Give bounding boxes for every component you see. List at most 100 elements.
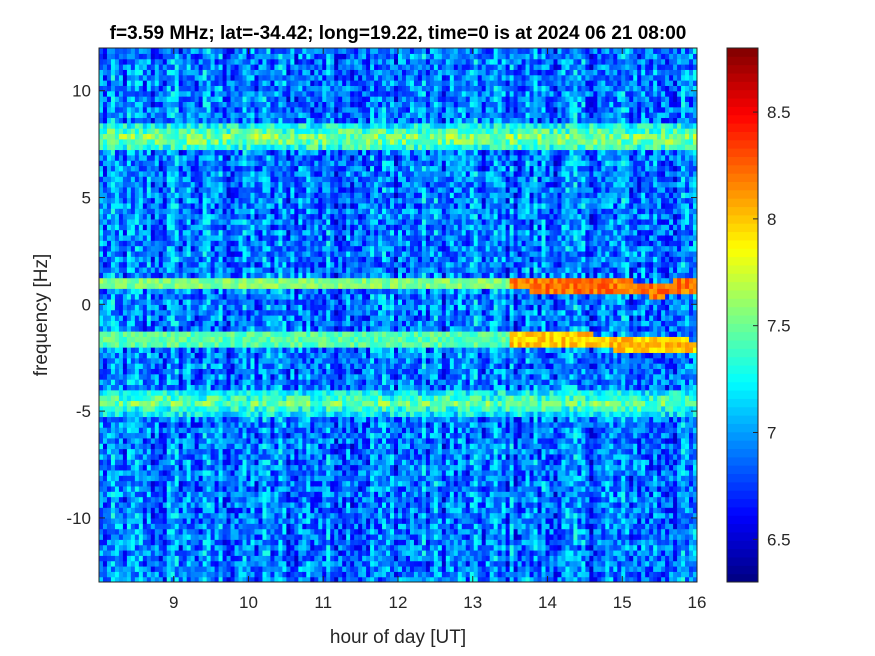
heatmap-cell bbox=[262, 336, 268, 343]
heatmap-cell bbox=[234, 443, 240, 450]
heatmap-cell bbox=[218, 565, 224, 572]
heatmap-cell bbox=[158, 218, 164, 225]
heatmap-cell bbox=[166, 240, 172, 247]
heatmap-cell bbox=[274, 256, 279, 263]
heatmap-cell bbox=[182, 245, 188, 252]
heatmap-cell bbox=[174, 53, 180, 60]
heatmap-cell bbox=[158, 122, 164, 129]
heatmap-cell bbox=[166, 315, 172, 321]
heatmap-cell bbox=[102, 192, 108, 199]
heatmap-cell bbox=[206, 85, 212, 92]
heatmap-cell bbox=[122, 517, 128, 524]
heatmap-cell bbox=[278, 74, 283, 81]
heatmap-cell bbox=[270, 517, 276, 524]
heatmap-cell bbox=[170, 229, 176, 236]
heatmap-cell bbox=[146, 80, 152, 86]
heatmap-cell bbox=[290, 560, 295, 567]
heatmap-cell bbox=[234, 368, 240, 375]
heatmap-cell bbox=[126, 261, 132, 268]
heatmap-cell bbox=[206, 58, 212, 65]
heatmap-cell bbox=[206, 336, 212, 343]
heatmap-cell bbox=[282, 341, 287, 348]
heatmap-cell bbox=[114, 528, 120, 535]
heatmap-cell bbox=[198, 448, 204, 455]
heatmap-cell bbox=[202, 331, 208, 337]
heatmap-cell bbox=[202, 272, 208, 279]
heatmap-cell bbox=[270, 347, 276, 353]
heatmap-cell bbox=[130, 58, 136, 65]
heatmap-cell bbox=[262, 453, 268, 460]
heatmap-cell bbox=[102, 336, 108, 343]
heatmap-cell bbox=[182, 74, 188, 81]
heatmap-cell bbox=[186, 507, 192, 514]
heatmap-cell bbox=[214, 475, 220, 482]
heatmap-cell bbox=[230, 565, 236, 572]
heatmap-cell bbox=[146, 549, 152, 556]
heatmap-cell bbox=[134, 149, 140, 156]
heatmap-cell bbox=[102, 58, 108, 65]
heatmap-cell bbox=[106, 170, 112, 177]
heatmap-cell bbox=[182, 539, 188, 546]
heatmap-cell bbox=[178, 469, 184, 476]
heatmap-cell bbox=[102, 74, 108, 81]
heatmap-cell bbox=[174, 459, 180, 466]
heatmap-cell bbox=[166, 282, 172, 289]
heatmap-cell bbox=[142, 448, 148, 455]
heatmap-cell bbox=[250, 224, 256, 231]
heatmap-cell bbox=[114, 443, 120, 450]
heatmap-cell bbox=[134, 192, 140, 199]
heatmap-cell bbox=[234, 411, 240, 418]
heatmap-cell bbox=[254, 379, 260, 386]
heatmap-cell bbox=[106, 517, 112, 524]
heatmap-cell bbox=[162, 469, 168, 476]
heatmap-cell bbox=[238, 64, 244, 70]
heatmap-cell bbox=[206, 234, 212, 241]
heatmap-cell bbox=[166, 496, 172, 503]
heatmap-cell bbox=[294, 69, 299, 76]
heatmap-cell bbox=[114, 261, 120, 268]
heatmap-cell bbox=[258, 272, 264, 279]
heatmap-cell bbox=[230, 576, 236, 582]
heatmap-cell bbox=[178, 368, 184, 375]
heatmap-cell bbox=[99, 384, 104, 391]
heatmap-cell bbox=[102, 437, 108, 444]
heatmap-cell bbox=[182, 347, 188, 353]
heatmap-cell bbox=[258, 320, 264, 327]
heatmap-cell bbox=[190, 555, 196, 562]
heatmap-cell bbox=[234, 555, 240, 562]
heatmap-cell bbox=[126, 282, 132, 289]
heatmap-cell bbox=[198, 277, 204, 284]
heatmap-cell bbox=[262, 480, 268, 487]
heatmap-cell bbox=[99, 432, 104, 439]
heatmap-cell bbox=[122, 101, 128, 108]
heatmap-cell bbox=[222, 485, 228, 492]
heatmap-cell bbox=[294, 496, 299, 503]
heatmap-cell bbox=[218, 48, 224, 54]
heatmap-cell bbox=[230, 331, 236, 337]
heatmap-cell bbox=[162, 80, 168, 86]
heatmap-cell bbox=[126, 58, 132, 65]
heatmap-cell bbox=[182, 544, 188, 551]
heatmap-cell bbox=[290, 331, 295, 337]
heatmap-cell bbox=[186, 555, 192, 562]
heatmap-cell bbox=[130, 197, 136, 204]
heatmap-cell bbox=[162, 288, 168, 295]
heatmap-cell bbox=[290, 272, 295, 279]
heatmap-cell bbox=[154, 443, 160, 450]
heatmap-cell bbox=[190, 250, 196, 257]
heatmap-cell bbox=[182, 197, 188, 204]
heatmap-cell bbox=[186, 96, 192, 102]
heatmap-cell bbox=[238, 304, 244, 311]
heatmap-cell bbox=[102, 491, 108, 498]
heatmap-cell bbox=[186, 202, 192, 209]
heatmap-cell bbox=[274, 501, 279, 508]
heatmap-cell bbox=[142, 122, 148, 129]
heatmap-cell bbox=[286, 320, 291, 327]
heatmap-cell bbox=[178, 304, 184, 311]
heatmap-cell bbox=[146, 485, 152, 492]
heatmap-cell bbox=[142, 197, 148, 204]
heatmap-cell bbox=[122, 272, 128, 279]
heatmap-cell bbox=[106, 218, 112, 225]
heatmap-cell bbox=[130, 122, 136, 129]
heatmap-cell bbox=[274, 202, 279, 209]
